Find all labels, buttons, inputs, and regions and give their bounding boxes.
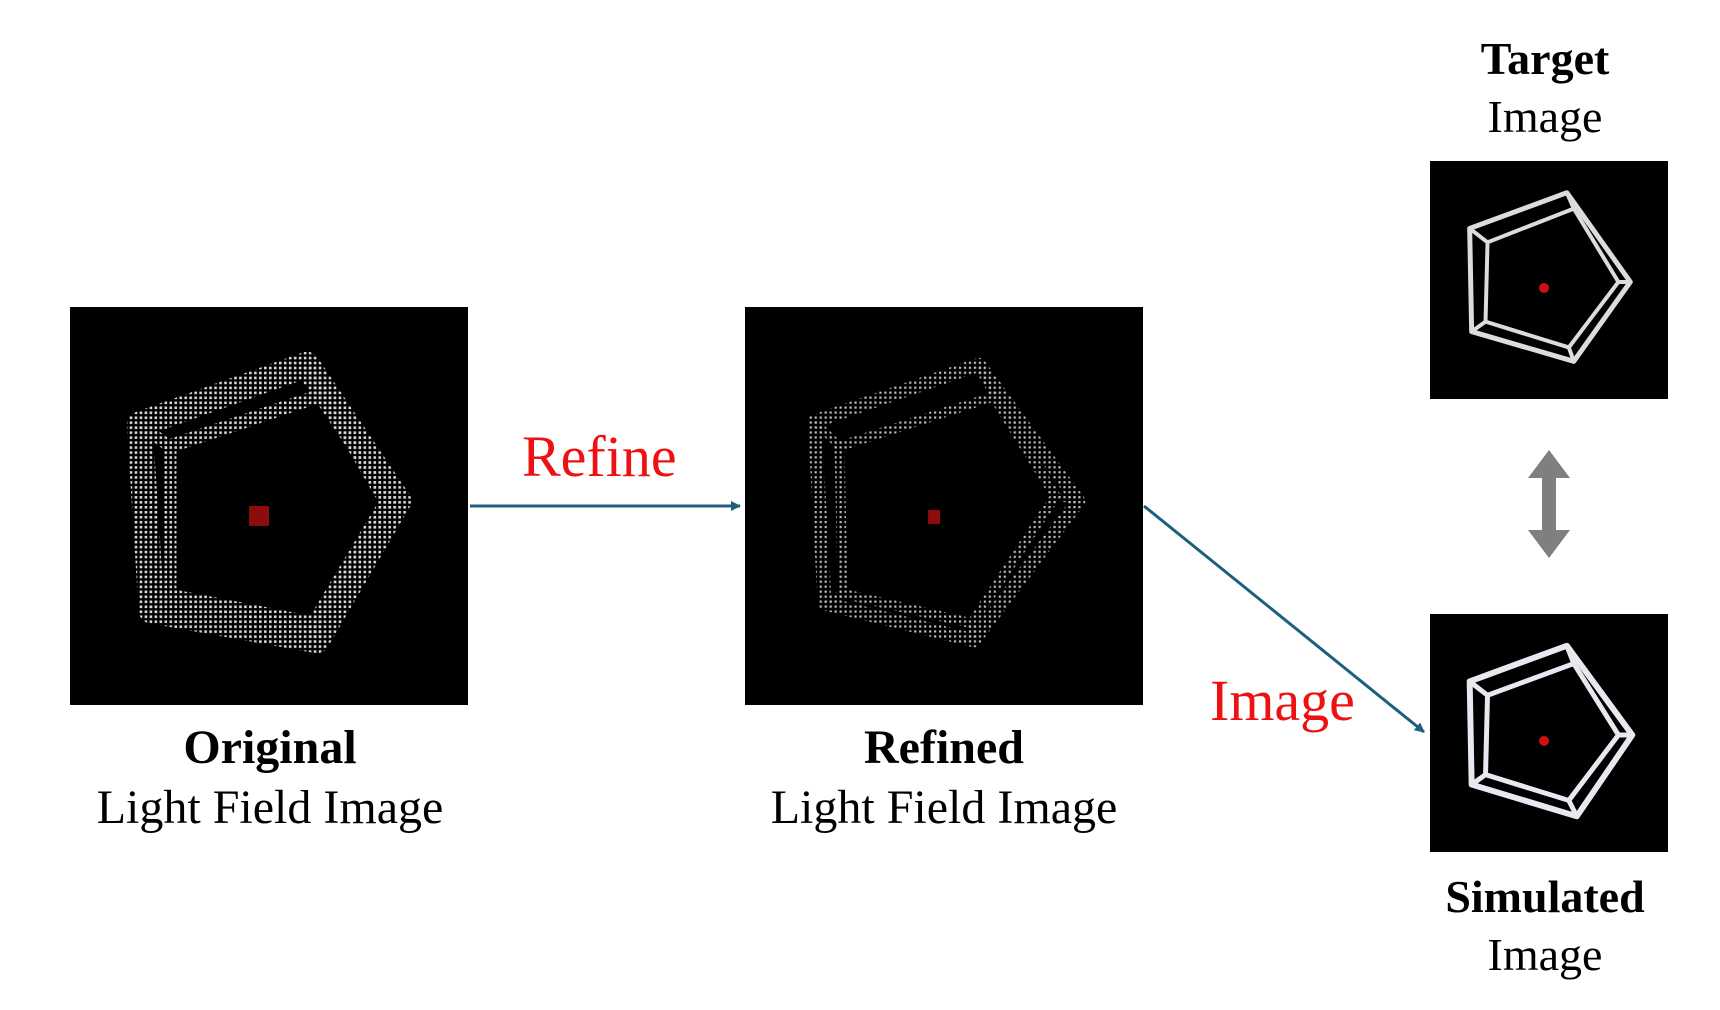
target-caption: Target Image [1380,30,1710,145]
image-label: Image [1210,668,1355,733]
center-marker [1539,282,1549,293]
center-marker [249,506,269,526]
simulated-pentagon-render [1466,642,1636,820]
refined-caption-bold: Refined [864,721,1024,774]
simulated-caption-normal: Image [1487,928,1603,980]
center-marker [928,509,941,524]
refined-caption-normal: Light Field Image [770,781,1118,834]
original-pentagon-render [126,351,412,654]
original-caption-bold: Original [183,721,357,774]
center-marker [1539,735,1549,746]
refined-caption: Refined Light Field Image [714,718,1174,838]
target-pentagon-render [1467,190,1633,364]
compare-double-arrow [1528,450,1570,558]
refined-light-field-image [745,307,1143,705]
simulated-caption: Simulated Image [1380,868,1710,983]
target-caption-bold: Target [1480,33,1610,84]
refined-pentagon-render [807,357,1086,648]
simulated-caption-bold: Simulated [1445,871,1645,922]
original-caption: Original Light Field Image [40,718,500,838]
original-caption-normal: Light Field Image [96,781,444,834]
target-caption-normal: Image [1487,90,1603,142]
target-image [1430,161,1668,399]
simulated-image [1430,614,1668,852]
refine-label: Refine [522,424,677,489]
original-light-field-image [70,307,468,705]
